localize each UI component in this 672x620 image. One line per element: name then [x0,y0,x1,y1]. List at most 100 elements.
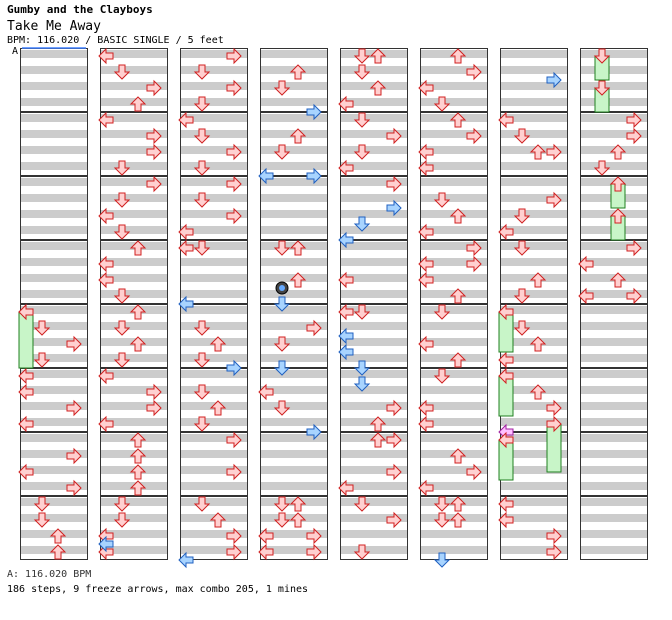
beat-stripe [180,114,248,122]
direction-arrow-icon [449,352,467,368]
direction-arrow-icon [513,240,531,256]
direction-arrow-icon [226,47,242,65]
measure-box [500,176,568,240]
beat-stripe [340,114,408,122]
beat-stripe [20,338,88,346]
beat-stripe [180,130,248,138]
beat-stripe [420,98,488,106]
direction-arrow-icon [449,112,467,128]
beat-stripe [260,178,328,186]
beat-stripe [420,434,488,442]
direction-arrow-icon [498,351,514,369]
direction-arrow-icon [258,527,274,545]
beat-stripe [420,66,488,74]
footer-stats: 186 steps, 9 freeze arrows, max combo 20… [7,584,309,595]
beat-stripe [340,66,408,74]
beat-stripe [500,114,568,122]
direction-arrow-icon [626,111,642,129]
beat-stripe [180,466,248,474]
beat-stripe [20,498,88,506]
beat-stripe [500,370,568,378]
beat-stripe [340,226,408,234]
direction-arrow-icon [178,551,194,569]
direction-arrow-icon [418,255,434,273]
beat-stripe [340,402,408,410]
direction-arrow-icon [273,240,291,256]
beat-stripe [420,82,488,90]
direction-arrow-icon [306,167,322,185]
beat-stripe [180,546,248,554]
measure-box [580,112,648,176]
beat-stripe [340,498,408,506]
direction-arrow-icon [18,367,34,385]
direction-arrow-icon [146,143,162,161]
direction-arrow-icon [226,543,242,561]
measure-box [100,304,168,368]
measure-box [420,304,488,368]
direction-arrow-icon [66,447,82,465]
beat-stripe [420,386,488,394]
beat-stripe [20,50,88,58]
beat-stripe [580,370,648,378]
direction-arrow-icon [258,543,274,561]
measure-box [500,496,568,560]
direction-arrow-icon [193,128,211,144]
beat-stripe [420,402,488,410]
measure-box [260,176,328,240]
beat-stripe [420,194,488,202]
beat-stripe [420,338,488,346]
mine-core [279,285,285,291]
direction-arrow-icon [113,352,131,368]
beat-stripe [260,530,328,538]
beat-stripe [340,98,408,106]
direction-arrow-icon [289,512,307,528]
direction-arrow-icon [178,295,194,313]
direction-arrow-icon [129,96,147,112]
beat-stripe [180,530,248,538]
direction-arrow-icon [193,240,211,256]
beat-stripe [260,146,328,154]
measure-box [260,496,328,560]
beat-stripe [420,530,488,538]
beat-stripe [580,386,648,394]
direction-arrow-icon [433,96,451,112]
beat-stripe [340,242,408,250]
beat-stripe [20,226,88,234]
beat-stripe [580,546,648,554]
measure-box [580,368,648,432]
beat-stripe [580,434,648,442]
beat-stripe [500,434,568,442]
direction-arrow-icon [146,127,162,145]
beat-stripe [20,82,88,90]
beat-stripe [340,386,408,394]
direction-arrow-icon [113,160,131,176]
beat-stripe [180,210,248,218]
direction-arrow-icon [289,240,307,256]
direction-arrow-icon [418,271,434,289]
beat-stripe [580,306,648,314]
direction-arrow-icon [369,416,387,432]
beat-stripe [500,66,568,74]
measure-box [180,176,248,240]
beat-stripe [20,466,88,474]
direction-arrow-icon [449,288,467,304]
direction-arrow-icon [498,303,514,321]
beat-stripe [100,226,168,234]
measure-box [260,368,328,432]
direction-arrow-icon [273,80,291,96]
measure-box [420,112,488,176]
beat-stripe [340,146,408,154]
beat-stripe [420,306,488,314]
beat-stripe [100,130,168,138]
direction-arrow-icon [353,216,371,232]
beat-stripe [580,258,648,266]
measure-box [420,432,488,496]
direction-arrow-icon [193,496,211,512]
beat-stripe [580,338,648,346]
direction-arrow-icon [338,271,354,289]
direction-arrow-icon [113,224,131,240]
beat-stripe [340,194,408,202]
measure-box [420,48,488,112]
beat-stripe [20,450,88,458]
direction-arrow-icon [386,175,402,193]
